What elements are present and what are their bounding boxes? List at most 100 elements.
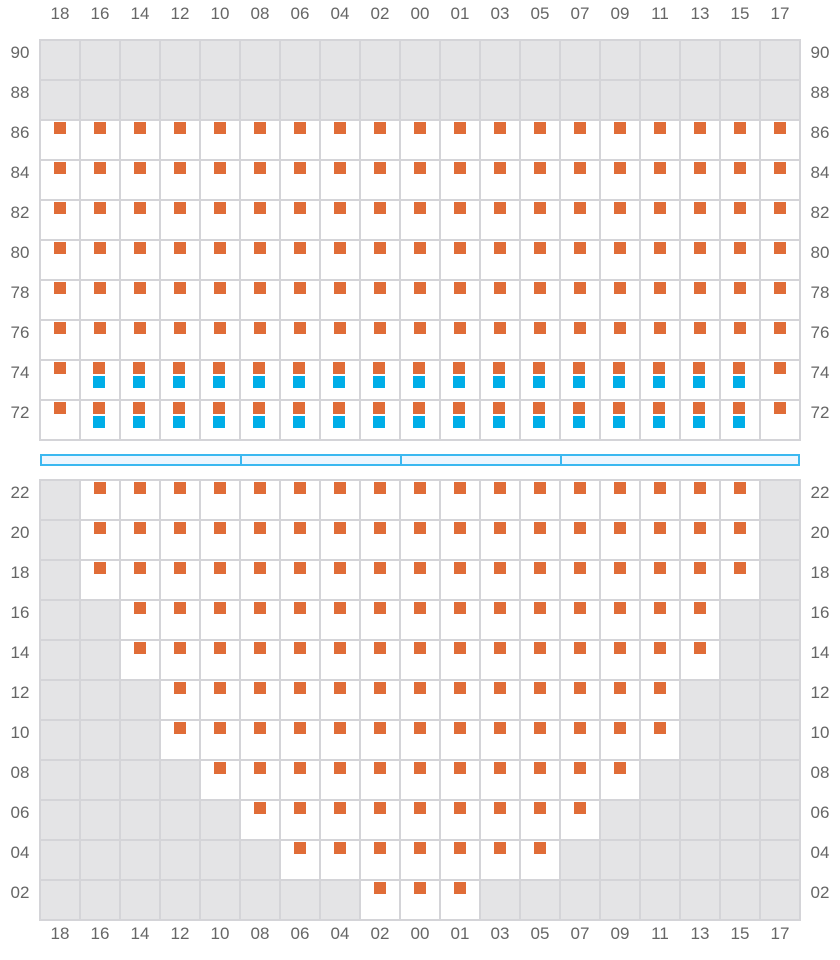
blue-marker[interactable]	[573, 416, 585, 428]
seat-cell[interactable]	[639, 240, 680, 280]
orange-marker[interactable]	[694, 282, 706, 294]
orange-marker[interactable]	[574, 122, 586, 134]
blue-marker[interactable]	[333, 416, 345, 428]
blue-marker[interactable]	[373, 416, 385, 428]
seat-cell[interactable]	[639, 560, 680, 600]
orange-marker[interactable]	[774, 202, 786, 214]
orange-marker[interactable]	[454, 242, 466, 254]
orange-marker[interactable]	[574, 162, 586, 174]
orange-marker[interactable]	[734, 202, 746, 214]
blue-marker[interactable]	[173, 376, 185, 388]
orange-marker[interactable]	[174, 122, 186, 134]
orange-marker[interactable]	[334, 682, 346, 694]
seat-cell[interactable]	[439, 640, 480, 680]
seat-cell[interactable]	[719, 120, 760, 160]
orange-marker[interactable]	[734, 122, 746, 134]
blue-marker[interactable]	[413, 416, 425, 428]
orange-marker[interactable]	[294, 802, 306, 814]
orange-marker[interactable]	[694, 202, 706, 214]
orange-marker[interactable]	[374, 722, 386, 734]
orange-marker[interactable]	[454, 522, 466, 534]
seat-cell[interactable]	[359, 880, 400, 920]
orange-marker[interactable]	[254, 802, 266, 814]
orange-marker[interactable]	[214, 282, 226, 294]
orange-marker[interactable]	[693, 362, 705, 374]
seat-cell[interactable]	[519, 640, 560, 680]
orange-marker[interactable]	[613, 362, 625, 374]
orange-marker[interactable]	[774, 362, 786, 374]
orange-marker[interactable]	[134, 522, 146, 534]
orange-marker[interactable]	[614, 282, 626, 294]
orange-marker[interactable]	[374, 642, 386, 654]
orange-marker[interactable]	[494, 642, 506, 654]
seat-cell[interactable]	[639, 320, 680, 360]
orange-marker[interactable]	[454, 642, 466, 654]
orange-marker[interactable]	[614, 202, 626, 214]
orange-marker[interactable]	[534, 722, 546, 734]
seat-cell[interactable]	[79, 160, 120, 200]
orange-marker[interactable]	[734, 322, 746, 334]
orange-marker[interactable]	[294, 242, 306, 254]
orange-marker[interactable]	[494, 122, 506, 134]
orange-marker[interactable]	[454, 282, 466, 294]
orange-marker[interactable]	[694, 122, 706, 134]
orange-marker[interactable]	[774, 282, 786, 294]
orange-marker[interactable]	[174, 602, 186, 614]
orange-marker[interactable]	[454, 842, 466, 854]
orange-marker[interactable]	[453, 362, 465, 374]
orange-marker[interactable]	[333, 362, 345, 374]
seat-cell[interactable]	[639, 520, 680, 560]
orange-marker[interactable]	[293, 362, 305, 374]
orange-marker[interactable]	[254, 522, 266, 534]
orange-marker[interactable]	[214, 762, 226, 774]
orange-marker[interactable]	[54, 122, 66, 134]
orange-marker[interactable]	[574, 762, 586, 774]
seat-cell[interactable]	[479, 760, 520, 800]
orange-marker[interactable]	[173, 362, 185, 374]
seat-cell[interactable]	[159, 240, 200, 280]
orange-marker[interactable]	[214, 202, 226, 214]
seat-cell[interactable]	[159, 280, 200, 320]
orange-marker[interactable]	[654, 522, 666, 534]
orange-marker[interactable]	[254, 482, 266, 494]
orange-marker[interactable]	[574, 642, 586, 654]
orange-marker[interactable]	[454, 122, 466, 134]
orange-marker[interactable]	[214, 722, 226, 734]
seat-cell[interactable]	[719, 520, 760, 560]
orange-marker[interactable]	[174, 482, 186, 494]
orange-marker[interactable]	[494, 162, 506, 174]
orange-marker[interactable]	[534, 282, 546, 294]
orange-marker[interactable]	[694, 322, 706, 334]
orange-marker[interactable]	[254, 242, 266, 254]
orange-marker[interactable]	[694, 162, 706, 174]
orange-marker[interactable]	[494, 522, 506, 534]
orange-marker[interactable]	[573, 362, 585, 374]
orange-marker[interactable]	[614, 522, 626, 534]
orange-marker[interactable]	[734, 482, 746, 494]
orange-marker[interactable]	[614, 642, 626, 654]
blue-marker[interactable]	[373, 376, 385, 388]
seat-cell[interactable]	[519, 120, 560, 160]
orange-marker[interactable]	[294, 282, 306, 294]
blue-marker[interactable]	[453, 416, 465, 428]
orange-marker[interactable]	[334, 242, 346, 254]
orange-marker[interactable]	[454, 762, 466, 774]
orange-marker[interactable]	[373, 402, 385, 414]
orange-marker[interactable]	[534, 602, 546, 614]
orange-marker[interactable]	[454, 682, 466, 694]
blue-marker[interactable]	[733, 376, 745, 388]
orange-marker[interactable]	[414, 162, 426, 174]
orange-marker[interactable]	[534, 522, 546, 534]
orange-marker[interactable]	[534, 762, 546, 774]
orange-marker[interactable]	[174, 242, 186, 254]
blue-marker[interactable]	[693, 416, 705, 428]
orange-marker[interactable]	[214, 482, 226, 494]
orange-marker[interactable]	[374, 762, 386, 774]
seat-cell[interactable]	[279, 120, 320, 160]
orange-marker[interactable]	[734, 282, 746, 294]
orange-marker[interactable]	[534, 482, 546, 494]
orange-marker[interactable]	[614, 162, 626, 174]
orange-marker[interactable]	[614, 242, 626, 254]
orange-marker[interactable]	[253, 362, 265, 374]
orange-marker[interactable]	[334, 282, 346, 294]
